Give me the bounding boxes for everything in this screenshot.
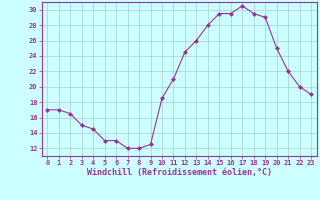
X-axis label: Windchill (Refroidissement éolien,°C): Windchill (Refroidissement éolien,°C) — [87, 168, 272, 177]
